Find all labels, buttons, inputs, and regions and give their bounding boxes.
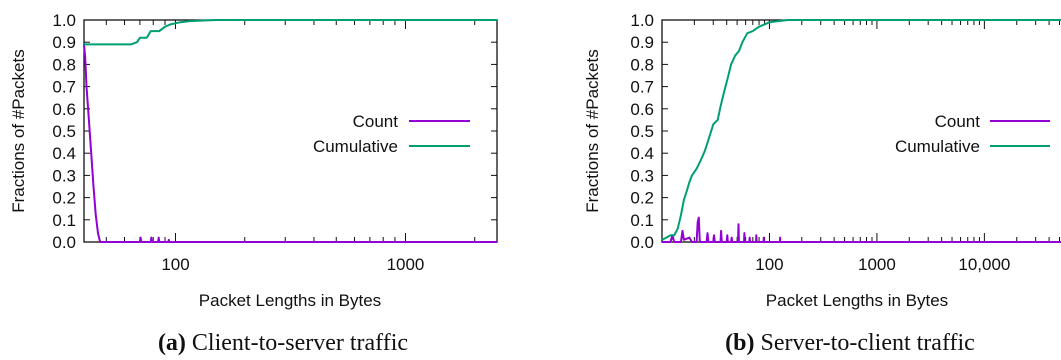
- plot-frame: [83, 19, 498, 243]
- y-tick-label: 0.8: [630, 55, 654, 74]
- x-tick-label: 100: [161, 255, 189, 274]
- legend-label-count: Count: [935, 112, 981, 131]
- x-tick-label: 10,000: [958, 255, 1010, 274]
- chart-panel-a: 0.00.10.20.30.40.50.60.70.80.91.0 100 100…: [9, 11, 498, 356]
- y-tick-label: 0.0: [52, 233, 76, 252]
- caption-b: (b) Server-to-client traffic: [725, 330, 975, 356]
- y-tick-label: 0.1: [630, 211, 654, 230]
- y-tick-label: 0.9: [630, 33, 654, 52]
- y-tick-label: 0.5: [52, 122, 76, 141]
- y-tick-label: 0.6: [52, 100, 76, 119]
- legend-label-count: Count: [353, 112, 399, 131]
- series-line-cumulative: [661, 19, 1061, 241]
- y-tick-group: 0.0 0.1 0.2 0.3 0.4 0.5 0.6 0.7 0.8 0.9 1.0: [52, 11, 497, 252]
- legend: Count Cumulative: [313, 112, 470, 156]
- legend-label-cumulative: Cumulative: [313, 137, 398, 156]
- x-axis-label: Packet Lengths in Bytes: [199, 291, 381, 310]
- y-tick-label: 0.5: [630, 122, 654, 141]
- legend: Count Cumulative: [895, 112, 1050, 156]
- caption-letter: (b): [725, 330, 754, 356]
- y-tick-label: 0.2: [630, 189, 654, 208]
- y-tick-label: 0.2: [52, 189, 76, 208]
- series-group: [661, 19, 1061, 243]
- y-tick-label: 0.7: [52, 78, 76, 97]
- plot-frame: [661, 19, 1061, 243]
- y-tick-label: 0.4: [630, 144, 654, 163]
- y-tick-label: 0.3: [630, 166, 654, 185]
- y-tick-label: 0.3: [52, 166, 76, 185]
- y-tick-label: 1.0: [630, 11, 654, 30]
- y-tick-label: 0.6: [630, 100, 654, 119]
- caption-text: Client-to-server traffic: [186, 330, 408, 356]
- y-tick-label: 0.7: [630, 78, 654, 97]
- y-tick-label: 0.8: [52, 55, 76, 74]
- x-tick-group: 100 1000 10,000: [661, 20, 1060, 274]
- y-tick-label: 0.0: [630, 233, 654, 252]
- y-tick-label: 1.0: [52, 11, 76, 30]
- series-line-count: [662, 216, 1061, 243]
- x-tick-group: 100 1000: [83, 20, 476, 274]
- series-line-count: [83, 44, 497, 243]
- caption-letter: (a): [158, 330, 186, 356]
- series-line-cumulative: [84, 19, 497, 46]
- y-axis-label: Fractions of #Packets: [9, 49, 28, 212]
- x-tick-label: 1000: [387, 255, 425, 274]
- caption-text: Server-to-client traffic: [755, 330, 975, 356]
- y-tick-label: 0.9: [52, 33, 76, 52]
- y-tick-group: 0.0 0.1 0.2 0.3 0.4 0.5 0.6 0.7 0.8 0.9 1.0: [630, 11, 668, 252]
- legend-label-cumulative: Cumulative: [895, 137, 980, 156]
- chart-panel-b: 0.00.10.20.30.40.50.60.70.80.91.0 100 100…: [583, 11, 1061, 356]
- y-tick-label: 0.4: [52, 144, 76, 163]
- x-axis-label: Packet Lengths in Bytes: [766, 291, 948, 310]
- series-group: [83, 19, 497, 243]
- x-tick-label: 1000: [858, 255, 896, 274]
- caption-a: (a) Client-to-server traffic: [158, 330, 408, 356]
- y-tick-label: 0.1: [52, 211, 76, 230]
- y-axis-label: Fractions of #Packets: [583, 49, 602, 212]
- x-tick-label: 100: [755, 255, 783, 274]
